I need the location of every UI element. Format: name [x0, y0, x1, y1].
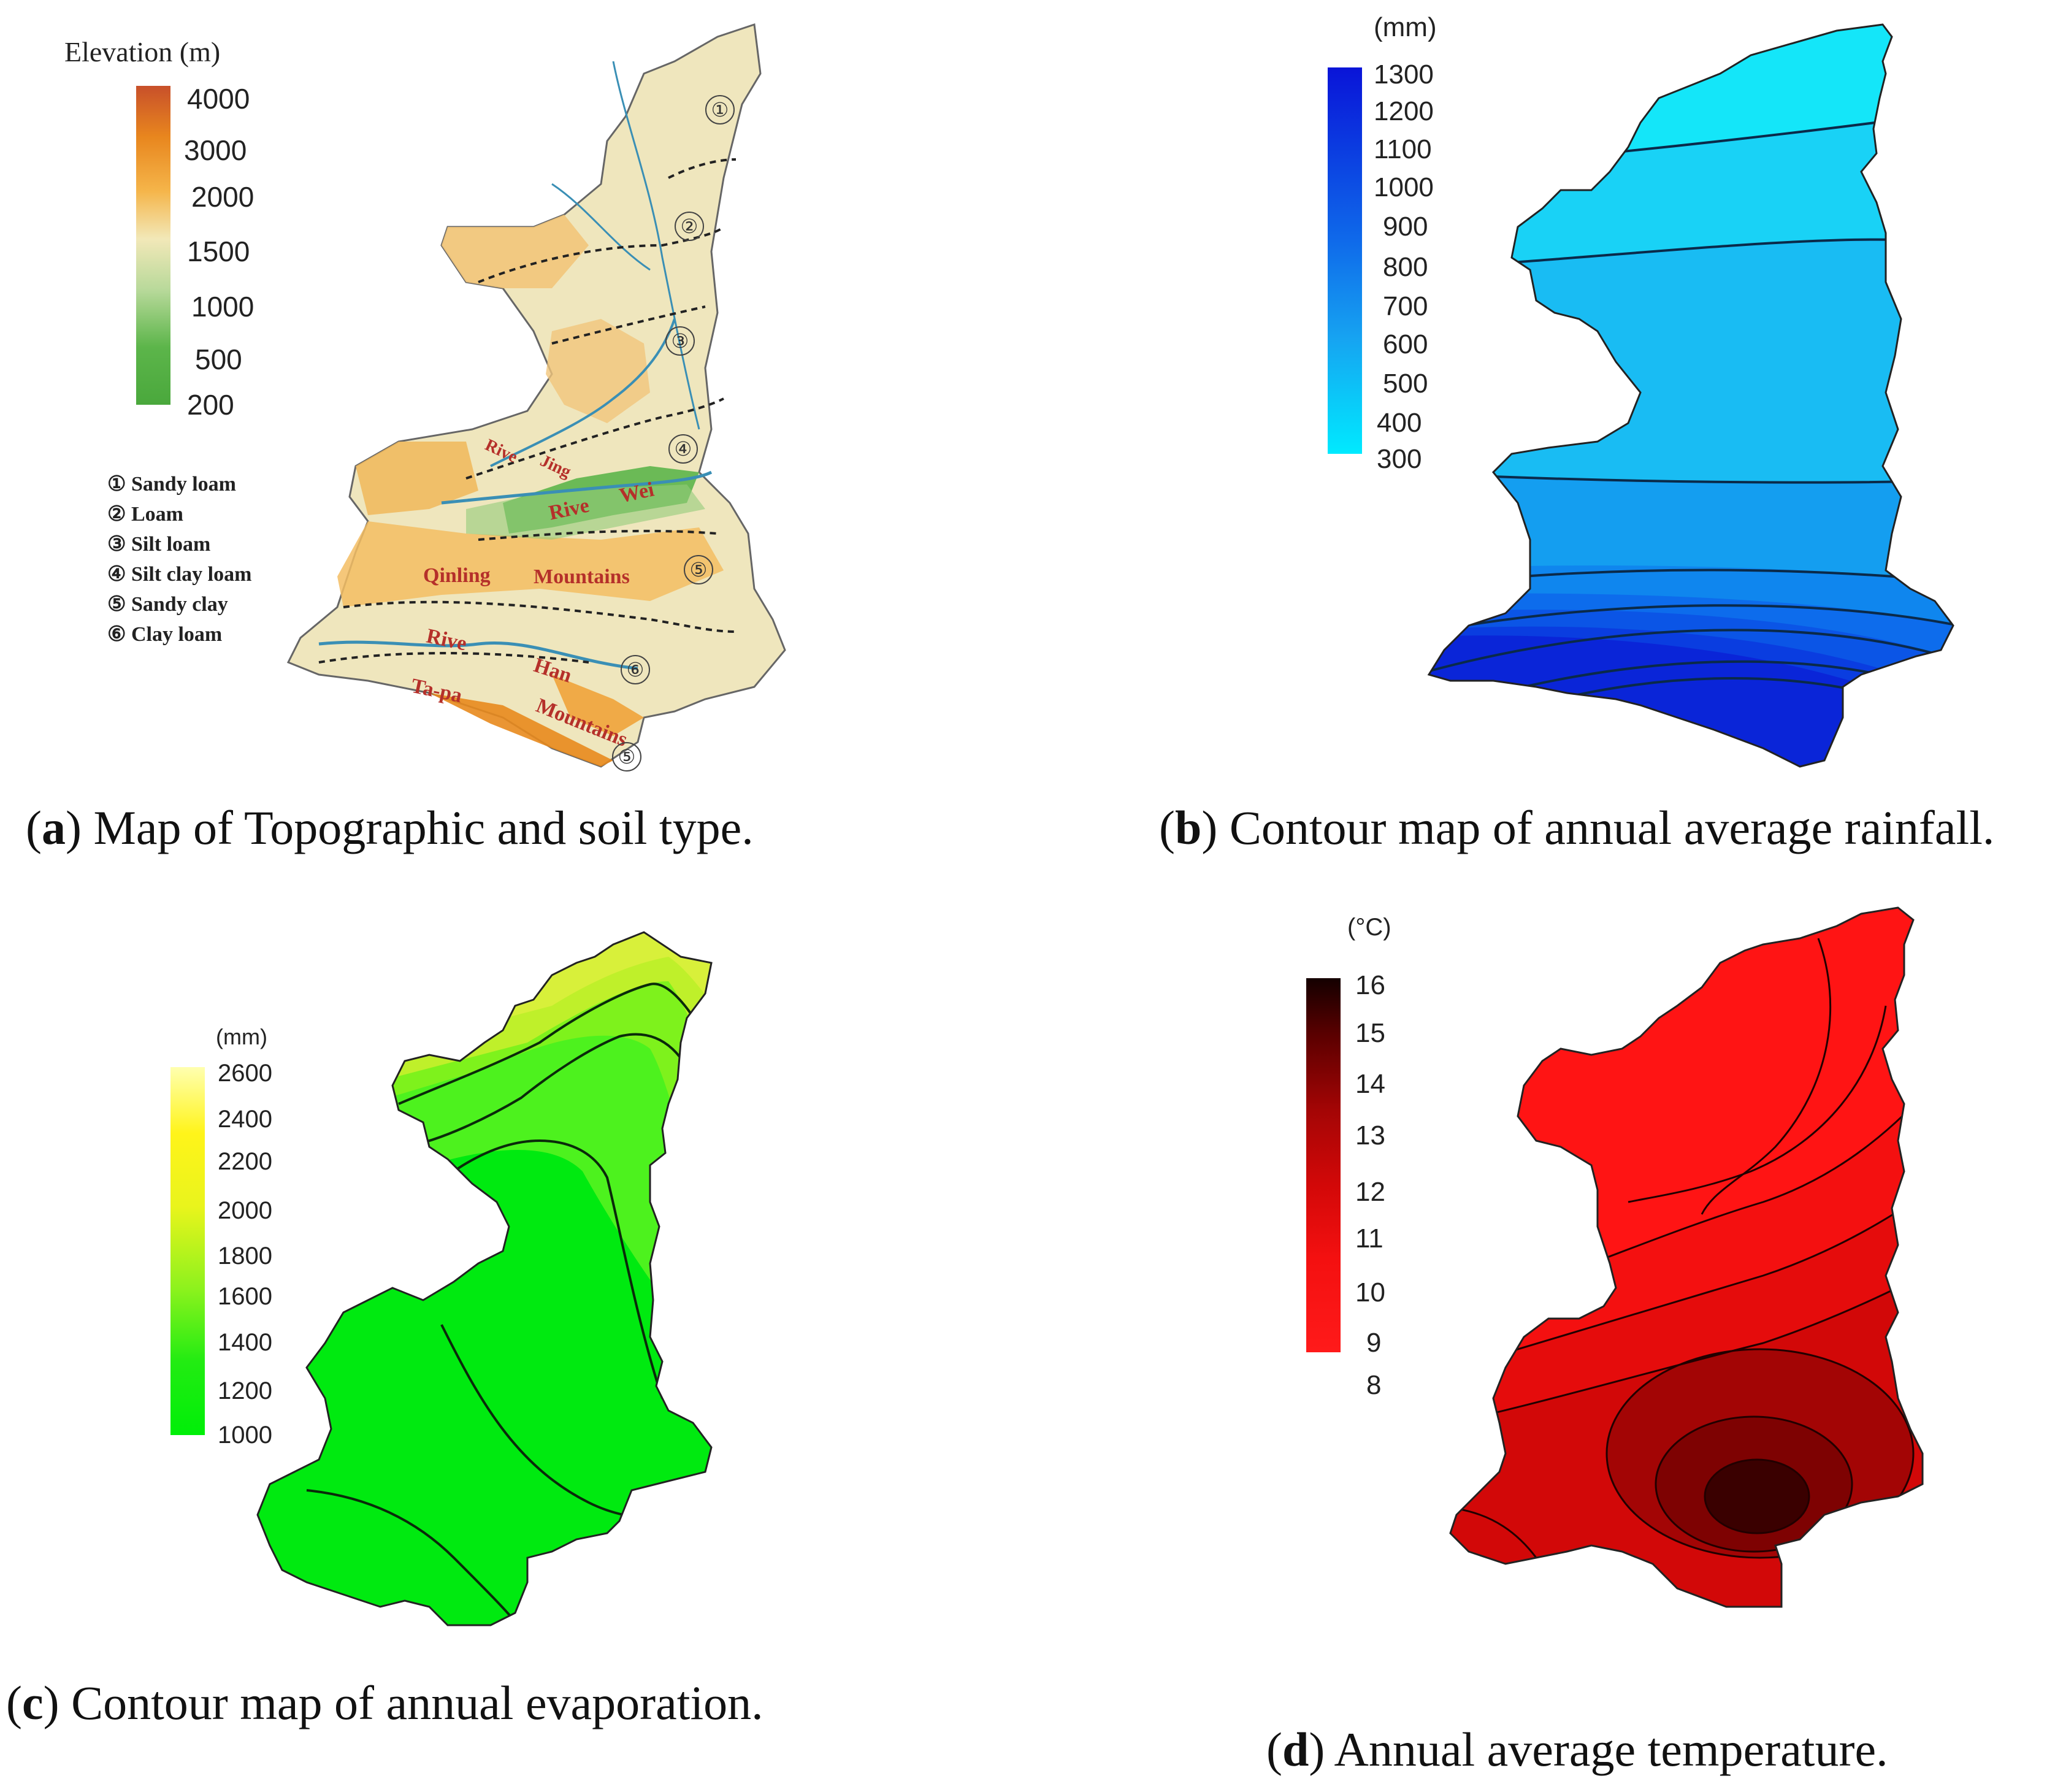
- evaporation-tick: 1000: [218, 1422, 272, 1449]
- temperature-contour-map: [1449, 906, 1924, 1608]
- rainfall-color-bar: [1328, 67, 1362, 454]
- evaporation-color-bar: [170, 1067, 205, 1435]
- evaporation-legend-unit: (mm): [216, 1024, 267, 1049]
- elevation-tick: 500: [195, 343, 242, 375]
- temperature-tick: 10: [1355, 1277, 1385, 1308]
- temperature-tick: 12: [1355, 1177, 1385, 1207]
- elevation-legend-title: Elevation (m): [64, 36, 221, 67]
- soil-zone-marker: ①: [705, 95, 735, 124]
- evaporation-tick: 2000: [218, 1197, 272, 1224]
- elevation-tick: 4000: [187, 83, 250, 115]
- elevation-color-bar: [136, 86, 170, 405]
- temperature-tick: 8: [1366, 1370, 1382, 1400]
- evaporation-tick: 1600: [218, 1283, 272, 1310]
- soil-zone-marker: ②: [675, 212, 704, 241]
- rainfall-tick: 600: [1383, 329, 1428, 359]
- soil-zone-marker: ③: [665, 326, 695, 356]
- temperature-tick: 11: [1355, 1223, 1383, 1254]
- elevation-tick: 200: [187, 389, 234, 421]
- temperature-tick: 13: [1355, 1120, 1385, 1151]
- soil-type-item: ⑥ Clay loam: [107, 623, 223, 646]
- caption-a: (a) Map of Topographic and soil type.: [26, 801, 754, 854]
- soil-type-item: ② Loam: [107, 503, 183, 526]
- rainfall-tick: 1300: [1374, 59, 1434, 90]
- temperature-color-bar: [1306, 978, 1341, 1352]
- evaporation-tick: 1800: [218, 1243, 272, 1269]
- caption-c: (c) Contour map of annual evaporation.: [6, 1676, 763, 1729]
- rainfall-tick: 1000: [1374, 172, 1434, 202]
- rainfall-legend-unit: (mm): [1374, 12, 1437, 42]
- elevation-tick: 1000: [191, 291, 254, 323]
- temperature-tick: 14: [1355, 1069, 1385, 1099]
- panel-d-temperature: (°C) 16 15 14 13 12 11 10 9 8 (d) Annual…: [1027, 883, 2055, 1792]
- qinling-mountains-label: Mountains: [534, 565, 630, 588]
- soil-type-item: ⑤ Sandy clay: [107, 593, 228, 616]
- province-outline-a: [286, 23, 786, 768]
- evaporation-tick: 2200: [218, 1148, 272, 1175]
- rainfall-tick: 1100: [1374, 134, 1432, 164]
- elevation-tick: 3000: [184, 134, 247, 166]
- soil-zone-marker: ⑥: [621, 655, 650, 684]
- soil-zone-marker: ④: [668, 434, 698, 464]
- rainfall-tick: 900: [1383, 212, 1428, 242]
- soil-zone-marker: ⑤: [684, 555, 713, 584]
- rainfall-tick: 700: [1383, 291, 1428, 321]
- elevation-tick: 2000: [191, 181, 254, 213]
- temperature-tick: 16: [1355, 970, 1385, 1000]
- qinling-mountains-label: Qinling: [423, 564, 491, 587]
- soil-type-item: ① Sandy loam: [107, 473, 236, 496]
- evaporation-tick: 1400: [218, 1329, 272, 1356]
- evaporation-tick: 2400: [218, 1106, 272, 1133]
- rainfall-tick: 1200: [1374, 96, 1434, 126]
- temperature-tick: 15: [1355, 1018, 1385, 1048]
- temperature-legend-unit: (°C): [1347, 914, 1391, 941]
- panel-b-rainfall: (mm) 1300 1200 1100 1000 900 800 700 600…: [1027, 0, 2055, 883]
- caption-b: (b) Contour map of annual average rainfa…: [1159, 801, 1995, 854]
- rainfall-contour-map: [1428, 23, 1954, 768]
- soil-type-item: ③ Silt loam: [107, 533, 211, 556]
- panel-c-evaporation: (mm) 2600 2400 2200 2000 1800 1600 1400 …: [0, 883, 1027, 1792]
- evaporation-contour-map: [256, 931, 713, 1626]
- rainfall-tick: 800: [1383, 252, 1428, 282]
- caption-d: (d) Annual average temperature.: [1266, 1723, 1888, 1776]
- temperature-tick: 9: [1366, 1328, 1382, 1358]
- soil-type-item: ④ Silt clay loam: [107, 563, 252, 586]
- rainfall-tick: 500: [1383, 369, 1428, 399]
- rainfall-tick: 300: [1377, 444, 1422, 474]
- panel-a-topography-soil: Elevation (m) 4000 3000 2000 1500 1000 5…: [0, 0, 1027, 883]
- evaporation-tick: 2600: [218, 1060, 272, 1087]
- soil-type-legend: ① Sandy loam ② Loam ③ Silt loam ④ Silt c…: [107, 469, 251, 649]
- evaporation-tick: 1200: [218, 1377, 272, 1404]
- soil-zone-marker: ⑤: [612, 742, 641, 772]
- rainfall-tick: 400: [1377, 408, 1422, 438]
- topography-map: [286, 23, 786, 768]
- elevation-tick: 1500: [187, 235, 250, 267]
